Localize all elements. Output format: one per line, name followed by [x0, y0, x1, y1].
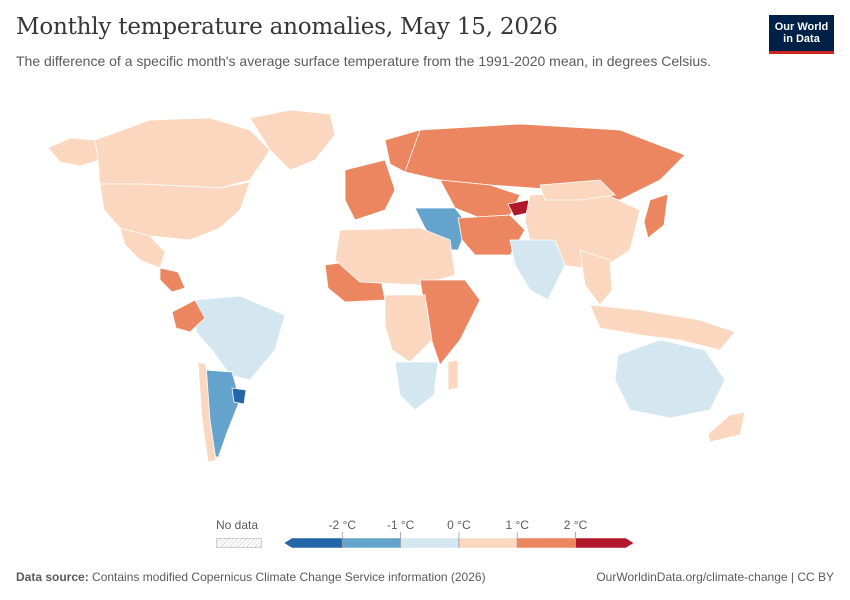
legend-bar: [283, 532, 635, 549]
region-colombia-ecuador[interactable]: Colombia & Ecuador: [171, 299, 206, 333]
region-brazil[interactable]: Brazil: [194, 295, 286, 381]
legend-tick-label: 0 °C: [447, 518, 471, 532]
region-uruguay[interactable]: Uruguay: [231, 387, 247, 405]
map-svg: AlaskaCanadaGreenlandUnited StatesMexico…: [47, 109, 746, 463]
legend-bin-1[interactable]: [342, 537, 401, 549]
logo-line-2: in Data: [783, 33, 820, 45]
legend-bin-5[interactable]: [575, 537, 635, 549]
legend-bin-2[interactable]: [400, 537, 460, 549]
region-western-europe[interactable]: Western Europe: [344, 159, 396, 221]
region-greenland[interactable]: Greenland: [249, 109, 336, 171]
legend-bin-4[interactable]: [516, 537, 576, 549]
region-australia[interactable]: Australia: [614, 339, 726, 419]
no-data-label: No data: [216, 518, 259, 532]
footer: Data source: Contains modified Copernicu…: [16, 570, 834, 584]
region-new-zealand[interactable]: New Zealand: [707, 411, 746, 443]
legend-tick-label: -2 °C: [328, 518, 357, 532]
region-turkey-middle-east[interactable]: Turkey & Middle East: [414, 207, 469, 251]
legend-tick-label: 1 °C: [505, 518, 529, 532]
region-russia[interactable]: Russia: [404, 123, 686, 201]
no-data-swatch[interactable]: [216, 538, 262, 548]
region-central-africa[interactable]: Central Africa: [384, 294, 433, 363]
owid-logo[interactable]: Our World in Data: [769, 15, 834, 54]
region-central-america[interactable]: Central America: [159, 267, 186, 293]
region-alaska[interactable]: Alaska: [47, 137, 101, 167]
data-source: Data source: Contains modified Copernicu…: [16, 570, 486, 584]
region-india[interactable]: India: [509, 239, 566, 301]
region-iran-afghanistan[interactable]: Iran & Afghanistan: [457, 214, 526, 256]
world-map[interactable]: AlaskaCanadaGreenlandUnited StatesMexico…: [0, 100, 850, 480]
region-united-states[interactable]: United States: [99, 181, 251, 241]
data-source-text: Contains modified Copernicus Climate Cha…: [88, 570, 486, 584]
region-madagascar[interactable]: Madagascar: [447, 359, 459, 391]
legend-bin-3[interactable]: [458, 537, 518, 549]
region-southern-africa[interactable]: Southern Africa: [394, 361, 439, 411]
region-japan[interactable]: Japan: [643, 193, 669, 239]
region-chile[interactable]: Chile: [197, 361, 217, 463]
region-mongolia[interactable]: Mongolia: [539, 179, 616, 201]
chart-title: Monthly temperature anomalies, May 15, 2…: [16, 14, 558, 40]
data-source-label: Data source:: [16, 570, 89, 584]
footer-link[interactable]: OurWorldinData.org/climate-change | CC B…: [596, 570, 834, 584]
color-legend: No data -2 °C -1 °C 0 °C 1 °C 2 °C: [0, 510, 850, 560]
region-indonesia-new-guinea[interactable]: Indonesia & New Guinea: [589, 304, 736, 351]
region-southeast-asia[interactable]: Southeast Asia: [579, 249, 613, 306]
logo-line-1: Our World: [774, 21, 829, 33]
legend-tick-label: -1 °C: [386, 518, 415, 532]
region-canada[interactable]: Canada: [94, 117, 271, 189]
chart-subtitle: The difference of a specific month's ave…: [16, 53, 712, 69]
legend-bin-0[interactable]: [283, 537, 343, 549]
legend-tick-label: 2 °C: [563, 518, 588, 532]
